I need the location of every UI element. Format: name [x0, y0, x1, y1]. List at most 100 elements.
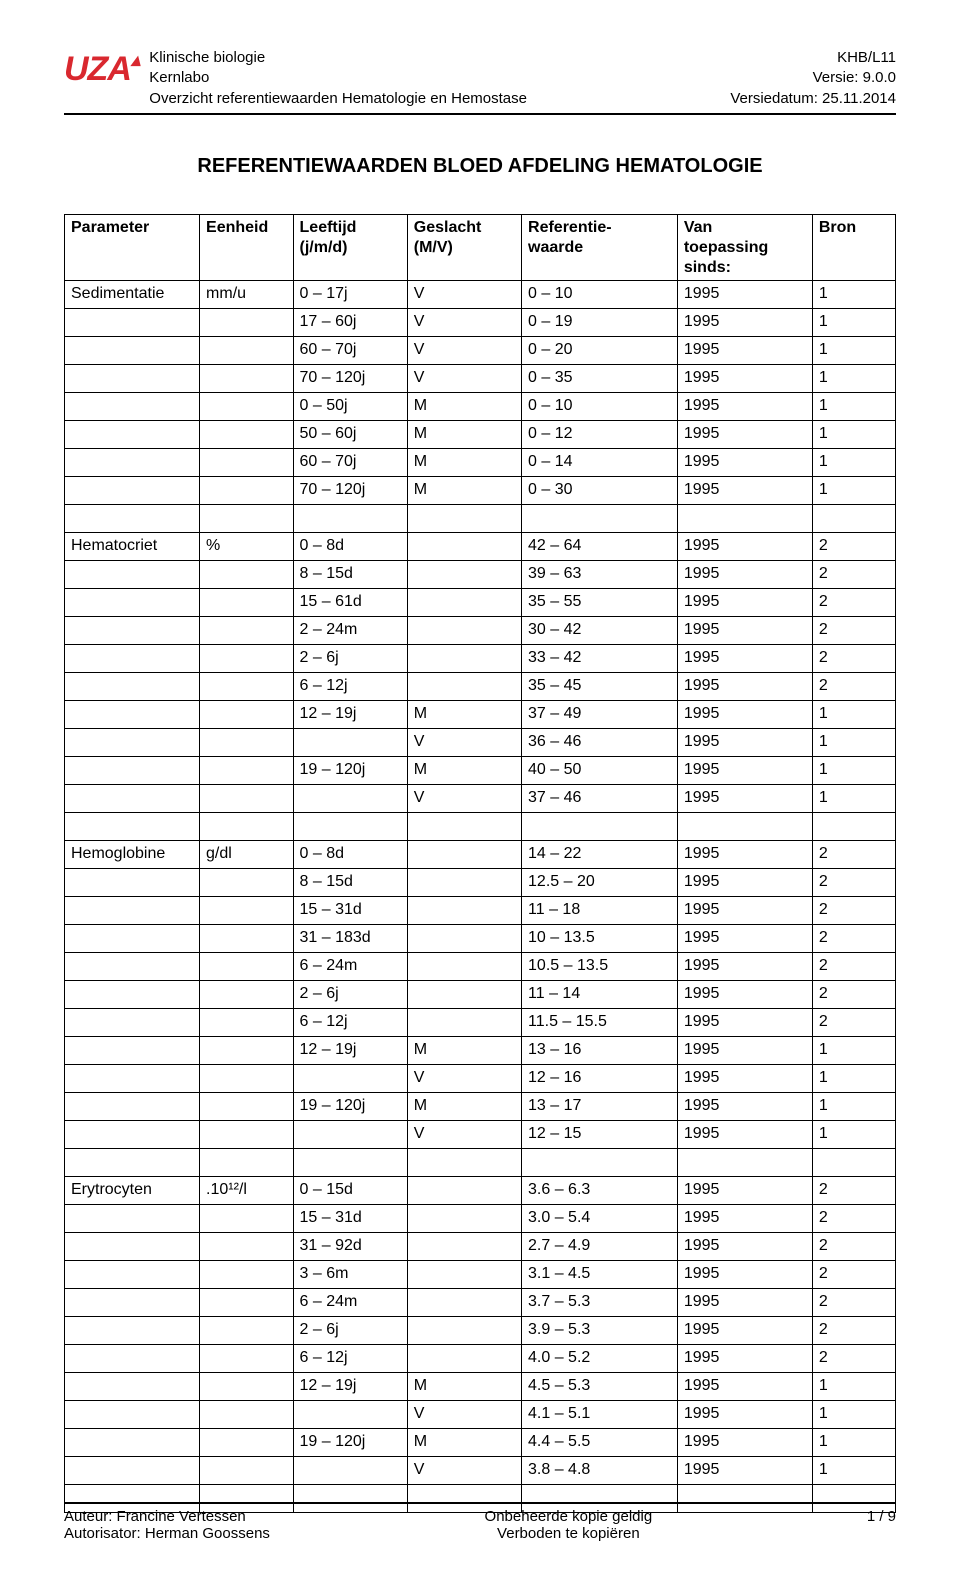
table-cell: 10 – 13.5: [522, 924, 678, 952]
table-cell: Hemoglobine: [65, 840, 200, 868]
table-cell: [65, 1232, 200, 1260]
table-cell: [200, 336, 293, 364]
table-cell: 4.4 – 5.5: [522, 1428, 678, 1456]
table-cell: [65, 1288, 200, 1316]
header-right-line1: KHB/L11: [730, 48, 896, 68]
table-cell: 2: [812, 1204, 895, 1232]
table-cell: [812, 504, 895, 532]
column-header: Bron: [812, 214, 895, 280]
table-row: 12 – 19jM4.5 – 5.319951: [65, 1372, 896, 1400]
table-cell: 1995: [677, 728, 812, 756]
table-cell: 1995: [677, 1288, 812, 1316]
table-row: Hemoglobineg/dl0 – 8d14 – 2219952: [65, 840, 896, 868]
table-cell: [65, 644, 200, 672]
table-cell: [65, 308, 200, 336]
table-row: V4.1 – 5.119951: [65, 1400, 896, 1428]
table-cell: [407, 868, 521, 896]
table-cell: [200, 420, 293, 448]
table-row: 70 – 120jV0 – 3519951: [65, 364, 896, 392]
table-cell: 50 – 60j: [293, 420, 407, 448]
table-cell: [65, 476, 200, 504]
table-row: 12 – 19jM13 – 1619951: [65, 1036, 896, 1064]
table-cell: 2: [812, 672, 895, 700]
table-row: V12 – 1519951: [65, 1120, 896, 1148]
table-cell: 1995: [677, 1064, 812, 1092]
document-title: REFERENTIEWAARDEN BLOED AFDELING HEMATOL…: [64, 155, 896, 178]
table-cell: [200, 1372, 293, 1400]
table-cell: 0 – 10: [522, 280, 678, 308]
table-cell: [293, 1064, 407, 1092]
table-cell: [407, 1344, 521, 1372]
table-cell: 15 – 61d: [293, 588, 407, 616]
table-cell: [200, 448, 293, 476]
logo-accent-icon: ▴: [131, 49, 139, 70]
table-cell: 1995: [677, 392, 812, 420]
table-cell: [200, 1288, 293, 1316]
table-cell: 3.1 – 4.5: [522, 1260, 678, 1288]
table-row: 2 – 6j3.9 – 5.319952: [65, 1316, 896, 1344]
table-cell: [200, 1232, 293, 1260]
table-cell: [65, 1456, 200, 1484]
table-cell: [677, 1148, 812, 1176]
table-cell: [812, 1148, 895, 1176]
table-cell: 1: [812, 448, 895, 476]
page-footer: Auteur: Francine Vertessen Autorisator: …: [64, 1502, 896, 1542]
table-cell: [407, 980, 521, 1008]
table-cell: [65, 700, 200, 728]
table-cell: [407, 1260, 521, 1288]
table-cell: 1: [812, 1092, 895, 1120]
table-cell: 40 – 50: [522, 756, 678, 784]
table-cell: 3.6 – 6.3: [522, 1176, 678, 1204]
table-cell: 1995: [677, 672, 812, 700]
table-cell: 2: [812, 1316, 895, 1344]
table-cell: [407, 840, 521, 868]
table-cell: Erytrocyten: [65, 1176, 200, 1204]
table-cell: 1995: [677, 840, 812, 868]
table-cell: 6 – 12j: [293, 672, 407, 700]
table-cell: 12 – 19j: [293, 1372, 407, 1400]
column-header: Parameter: [65, 214, 200, 280]
table-cell: [200, 784, 293, 812]
table-cell: 35 – 45: [522, 672, 678, 700]
uza-logo: UZA▴: [64, 48, 139, 86]
table-cell: 2: [812, 1008, 895, 1036]
table-row: 6 – 24m3.7 – 5.319952: [65, 1288, 896, 1316]
table-cell: 1995: [677, 616, 812, 644]
table-cell: M: [407, 1372, 521, 1400]
table-cell: 60 – 70j: [293, 448, 407, 476]
table-cell: [65, 1372, 200, 1400]
table-cell: 39 – 63: [522, 560, 678, 588]
table-cell: [407, 1008, 521, 1036]
column-header: Referentie-waarde: [522, 214, 678, 280]
table-cell: 3 – 6m: [293, 1260, 407, 1288]
table-row: Hematocriet%0 – 8d42 – 6419952: [65, 532, 896, 560]
table-cell: [407, 644, 521, 672]
footer-left: Auteur: Francine Vertessen Autorisator: …: [64, 1508, 270, 1542]
table-cell: 14 – 22: [522, 840, 678, 868]
table-cell: [200, 308, 293, 336]
table-cell: 1995: [677, 448, 812, 476]
table-row: [65, 504, 896, 532]
table-cell: [65, 1064, 200, 1092]
table-row: Sedimentatiemm/u0 – 17jV0 – 1019951: [65, 280, 896, 308]
table-cell: 1995: [677, 1316, 812, 1344]
table-cell: 1995: [677, 588, 812, 616]
table-cell: 1: [812, 1372, 895, 1400]
table-cell: 1: [812, 1064, 895, 1092]
table-cell: V: [407, 364, 521, 392]
table-cell: 6 – 24m: [293, 952, 407, 980]
table-cell: 6 – 24m: [293, 1288, 407, 1316]
table-cell: 0 – 10: [522, 392, 678, 420]
table-cell: [407, 560, 521, 588]
table-cell: [200, 1456, 293, 1484]
table-cell: V: [407, 784, 521, 812]
table-row: 8 – 15d39 – 6319952: [65, 560, 896, 588]
table-cell: 1995: [677, 700, 812, 728]
table-cell: [407, 616, 521, 644]
table-cell: [65, 812, 200, 840]
table-cell: 4.1 – 5.1: [522, 1400, 678, 1428]
header-right-line3: Versiedatum: 25.11.2014: [730, 89, 896, 109]
table-cell: [65, 1008, 200, 1036]
header-left-line3: Overzicht referentiewaarden Hematologie …: [149, 89, 527, 109]
table-cell: [200, 812, 293, 840]
